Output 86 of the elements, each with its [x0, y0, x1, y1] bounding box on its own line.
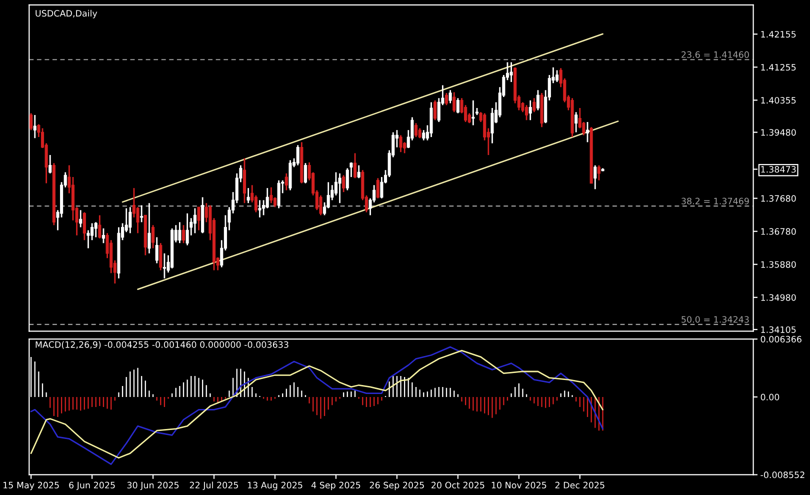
- candlestick: [270, 186, 273, 204]
- y-tick-label: 0.006366: [760, 336, 802, 343]
- candlestick: [528, 100, 532, 121]
- y-tick-label: 1.34980: [761, 294, 796, 301]
- candlestick: [94, 221, 98, 238]
- y-tick-label: 1.41255: [761, 64, 796, 71]
- candlestick: [284, 172, 288, 191]
- candlestick: [242, 158, 246, 204]
- x-tick-label: 4 Sep 2025: [311, 482, 360, 490]
- candlestick: [86, 230, 90, 249]
- candlestick: [162, 252, 166, 280]
- candlestick: [159, 242, 162, 271]
- candlestick: [128, 206, 132, 234]
- candlestick: [342, 174, 346, 193]
- x-tick-label: 20 Oct 2025: [432, 482, 484, 488]
- candlestick: [148, 202, 151, 254]
- y-tick-label: -0.008552: [760, 472, 804, 478]
- candlestick: [532, 97, 536, 113]
- x-tick-label: 22 Jul 2025: [190, 482, 238, 490]
- candlestick: [536, 89, 540, 111]
- candlestick: [418, 128, 422, 139]
- candlestick: [422, 129, 426, 142]
- candlestick: [304, 162, 308, 184]
- ref-line-label: 23.6 = 1.41460: [682, 51, 749, 58]
- candlestick: [319, 194, 322, 216]
- candlestick: [525, 104, 528, 121]
- candlestick: [338, 172, 342, 204]
- x-tick-label: 30 Jun 2025: [127, 482, 179, 490]
- x-tick-label: 10 Nov 2025: [492, 482, 546, 488]
- candlestick: [574, 111, 578, 133]
- y-tick-label: 1.40355: [761, 97, 796, 104]
- x-tick-label: 26 Sep 2025: [370, 482, 424, 490]
- candlestick: [452, 92, 456, 113]
- candlestick: [357, 164, 360, 179]
- candlestick: [186, 212, 189, 246]
- candlestick: [30, 112, 33, 131]
- candlestick: [444, 92, 448, 106]
- x-tick-label: 6 Jun 2025: [69, 482, 115, 490]
- x-tick-label: 13 Aug 2025: [248, 482, 302, 490]
- candlestick: [456, 97, 460, 114]
- candlestick: [472, 100, 475, 126]
- candlestick: [414, 122, 418, 138]
- candlestick: [246, 187, 250, 204]
- chart-title: MACD(12,26,9) -0.004255 -0.001460 0.000000 -0.003633: [36, 341, 288, 349]
- candlestick: [376, 177, 380, 200]
- candlestick: [448, 89, 452, 104]
- candlestick: [266, 187, 269, 209]
- candlestick: [258, 199, 262, 218]
- candlestick: [597, 164, 600, 182]
- candlestick: [182, 224, 186, 244]
- y-tick-label: 1.39480: [761, 129, 796, 136]
- y-tick-label: 1.35880: [761, 261, 796, 268]
- candlestick: [277, 180, 280, 209]
- candlestick: [33, 114, 36, 139]
- y-tick-label: 1.42155: [761, 30, 796, 38]
- candlestick: [136, 206, 140, 234]
- candlestick: [48, 154, 52, 174]
- candlestick: [102, 228, 106, 244]
- candlestick: [594, 164, 597, 190]
- candlestick: [98, 214, 102, 240]
- text: USDCAD,Daily: [36, 10, 98, 18]
- y-tick-label: 1.37680: [761, 195, 796, 202]
- candlestick: [197, 206, 200, 231]
- candlestick: [399, 134, 402, 153]
- candlestick: [380, 176, 384, 200]
- y-tick-label: 1.38473: [761, 166, 796, 173]
- candlestick: [353, 152, 357, 179]
- candlestick: [151, 224, 155, 249]
- candlestick: [155, 236, 158, 264]
- y-tick-label: 1.36780: [761, 228, 796, 235]
- ref-line-label: 38.2 = 1.37469: [682, 198, 749, 204]
- candlestick: [82, 212, 86, 241]
- y-tick-label: 0.00: [760, 394, 780, 400]
- candlestick: [296, 144, 300, 166]
- candlestick: [510, 61, 513, 83]
- ref-line-label: 50.0 = 1.34243: [682, 316, 749, 323]
- candlestick: [140, 204, 144, 223]
- candlestick: [434, 100, 437, 121]
- candlestick: [193, 208, 196, 234]
- candlestick: [555, 70, 559, 83]
- candlestick: [178, 221, 182, 244]
- y-tick-label: 1.34105: [761, 326, 796, 333]
- candlestick: [586, 121, 590, 143]
- x-tick-label: 15 May 2025: [4, 482, 59, 490]
- candlestick: [79, 209, 82, 228]
- x-tick-label: 2 Dec 2025: [555, 482, 604, 488]
